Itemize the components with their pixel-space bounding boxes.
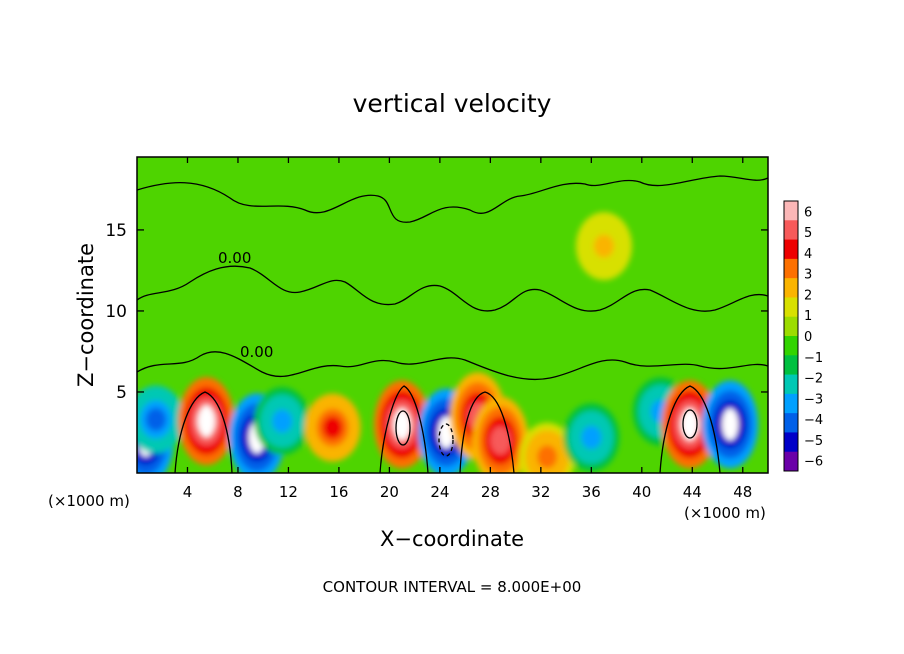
colorbar-tick-label: −4 (804, 413, 823, 428)
velocity-cell (145, 408, 166, 432)
colorbar-tick-label: −6 (804, 455, 823, 470)
contour-interval-note: CONTOUR INTERVAL = 8.000E+00 (323, 578, 582, 596)
contour-cell-28 (459, 391, 515, 473)
velocity-cell-core (681, 408, 698, 441)
x-tick-label: 8 (233, 483, 243, 501)
y-axis-ticks: 5 10 15 (105, 221, 768, 403)
colorbar-tick-label: 6 (804, 205, 812, 220)
colorbar-tick-label: −1 (804, 351, 823, 366)
x-tick-label: 20 (380, 483, 399, 501)
colorbar-swatch (784, 316, 798, 337)
contour-label: 0.00 (218, 249, 251, 267)
plot-frame (136, 156, 769, 474)
colorbar-swatch (784, 432, 798, 453)
colorbar-tick-label: 5 (804, 226, 812, 241)
colorbar-swatch (784, 355, 798, 375)
contour-closed-core-21 (395, 410, 411, 446)
x-tick-label: 12 (279, 483, 298, 501)
colorbar-swatch (784, 297, 798, 318)
x-tick-label: 24 (430, 483, 449, 501)
x-tick-label: 4 (183, 483, 193, 501)
colorbar-swatch (784, 239, 798, 260)
x-tick-label: 16 (329, 483, 348, 501)
x-axis-ticks: 4 8 12 16 20 24 28 32 36 40 44 48 (183, 157, 752, 501)
x-tick-label: 40 (632, 483, 651, 501)
y-tick-label: 10 (105, 302, 127, 322)
colorbar-swatch (784, 220, 798, 240)
contour-left-cell (174, 391, 233, 473)
contour-zero-upper (137, 175, 768, 223)
colorbar-tick-label: −2 (804, 372, 823, 387)
velocity-cell-core (722, 408, 739, 441)
velocity-cell (490, 426, 511, 455)
velocity-cell (322, 416, 343, 440)
contour-zero-lower (137, 351, 768, 381)
x-tick-label: 44 (683, 483, 702, 501)
colorbar-tick-label: 4 (804, 247, 812, 262)
contour-closed-core-44 (682, 409, 698, 439)
colorbar: 6 5 4 3 2 1 0 −1 −2 −3 −4 −5 −6 (783, 200, 823, 472)
chart-title: vertical velocity (353, 89, 552, 118)
colorbar-tick-label: −3 (804, 392, 823, 407)
velocity-cell (593, 234, 614, 258)
contour-cell-44 (659, 385, 721, 473)
colorbar-swatch (784, 374, 798, 395)
colorbar-frame (783, 200, 799, 472)
velocity-cell (272, 409, 293, 433)
colorbar-tick-label: −5 (804, 434, 823, 449)
y-tick-label: 15 (105, 221, 127, 241)
contour-lines (137, 175, 768, 473)
x-axis-label: X−coordinate (380, 527, 524, 551)
colorbar-swatch (784, 336, 798, 356)
contour-closed-core-24 (438, 423, 454, 457)
y-axis-label: Z−coordinate (74, 243, 98, 387)
colorbar-swatch (784, 413, 798, 433)
velocity-cell (537, 445, 558, 469)
colorbar-swatch (784, 393, 798, 414)
x-tick-label: 32 (531, 483, 550, 501)
x-tick-label: 28 (481, 483, 500, 501)
contour-cell-20 (379, 385, 429, 473)
colorbar-swatch (784, 451, 798, 472)
colorbar-tick-label: 3 (804, 268, 812, 283)
x-tick-label: 36 (582, 483, 601, 501)
colorbar-swatch (784, 258, 798, 279)
colorbar-tick-label: 2 (804, 288, 812, 303)
contour-zero-middle (137, 265, 768, 312)
x-unit-label-right: (×1000 m) (684, 504, 766, 522)
colorbar-swatch (784, 278, 798, 298)
colorbar-tick-label: 1 (804, 309, 812, 324)
colorbar-swatch (784, 201, 798, 221)
velocity-cell-core (198, 405, 215, 438)
x-unit-label-left: (×1000 m) (48, 492, 130, 510)
velocity-cell-core (438, 416, 455, 449)
colorbar-tick-label: 0 (804, 330, 812, 345)
velocity-cell (581, 425, 602, 449)
contour-label: 0.00 (240, 343, 273, 361)
x-tick-label: 48 (733, 483, 752, 501)
y-tick-label: 5 (116, 383, 127, 403)
plot-area (137, 157, 768, 473)
